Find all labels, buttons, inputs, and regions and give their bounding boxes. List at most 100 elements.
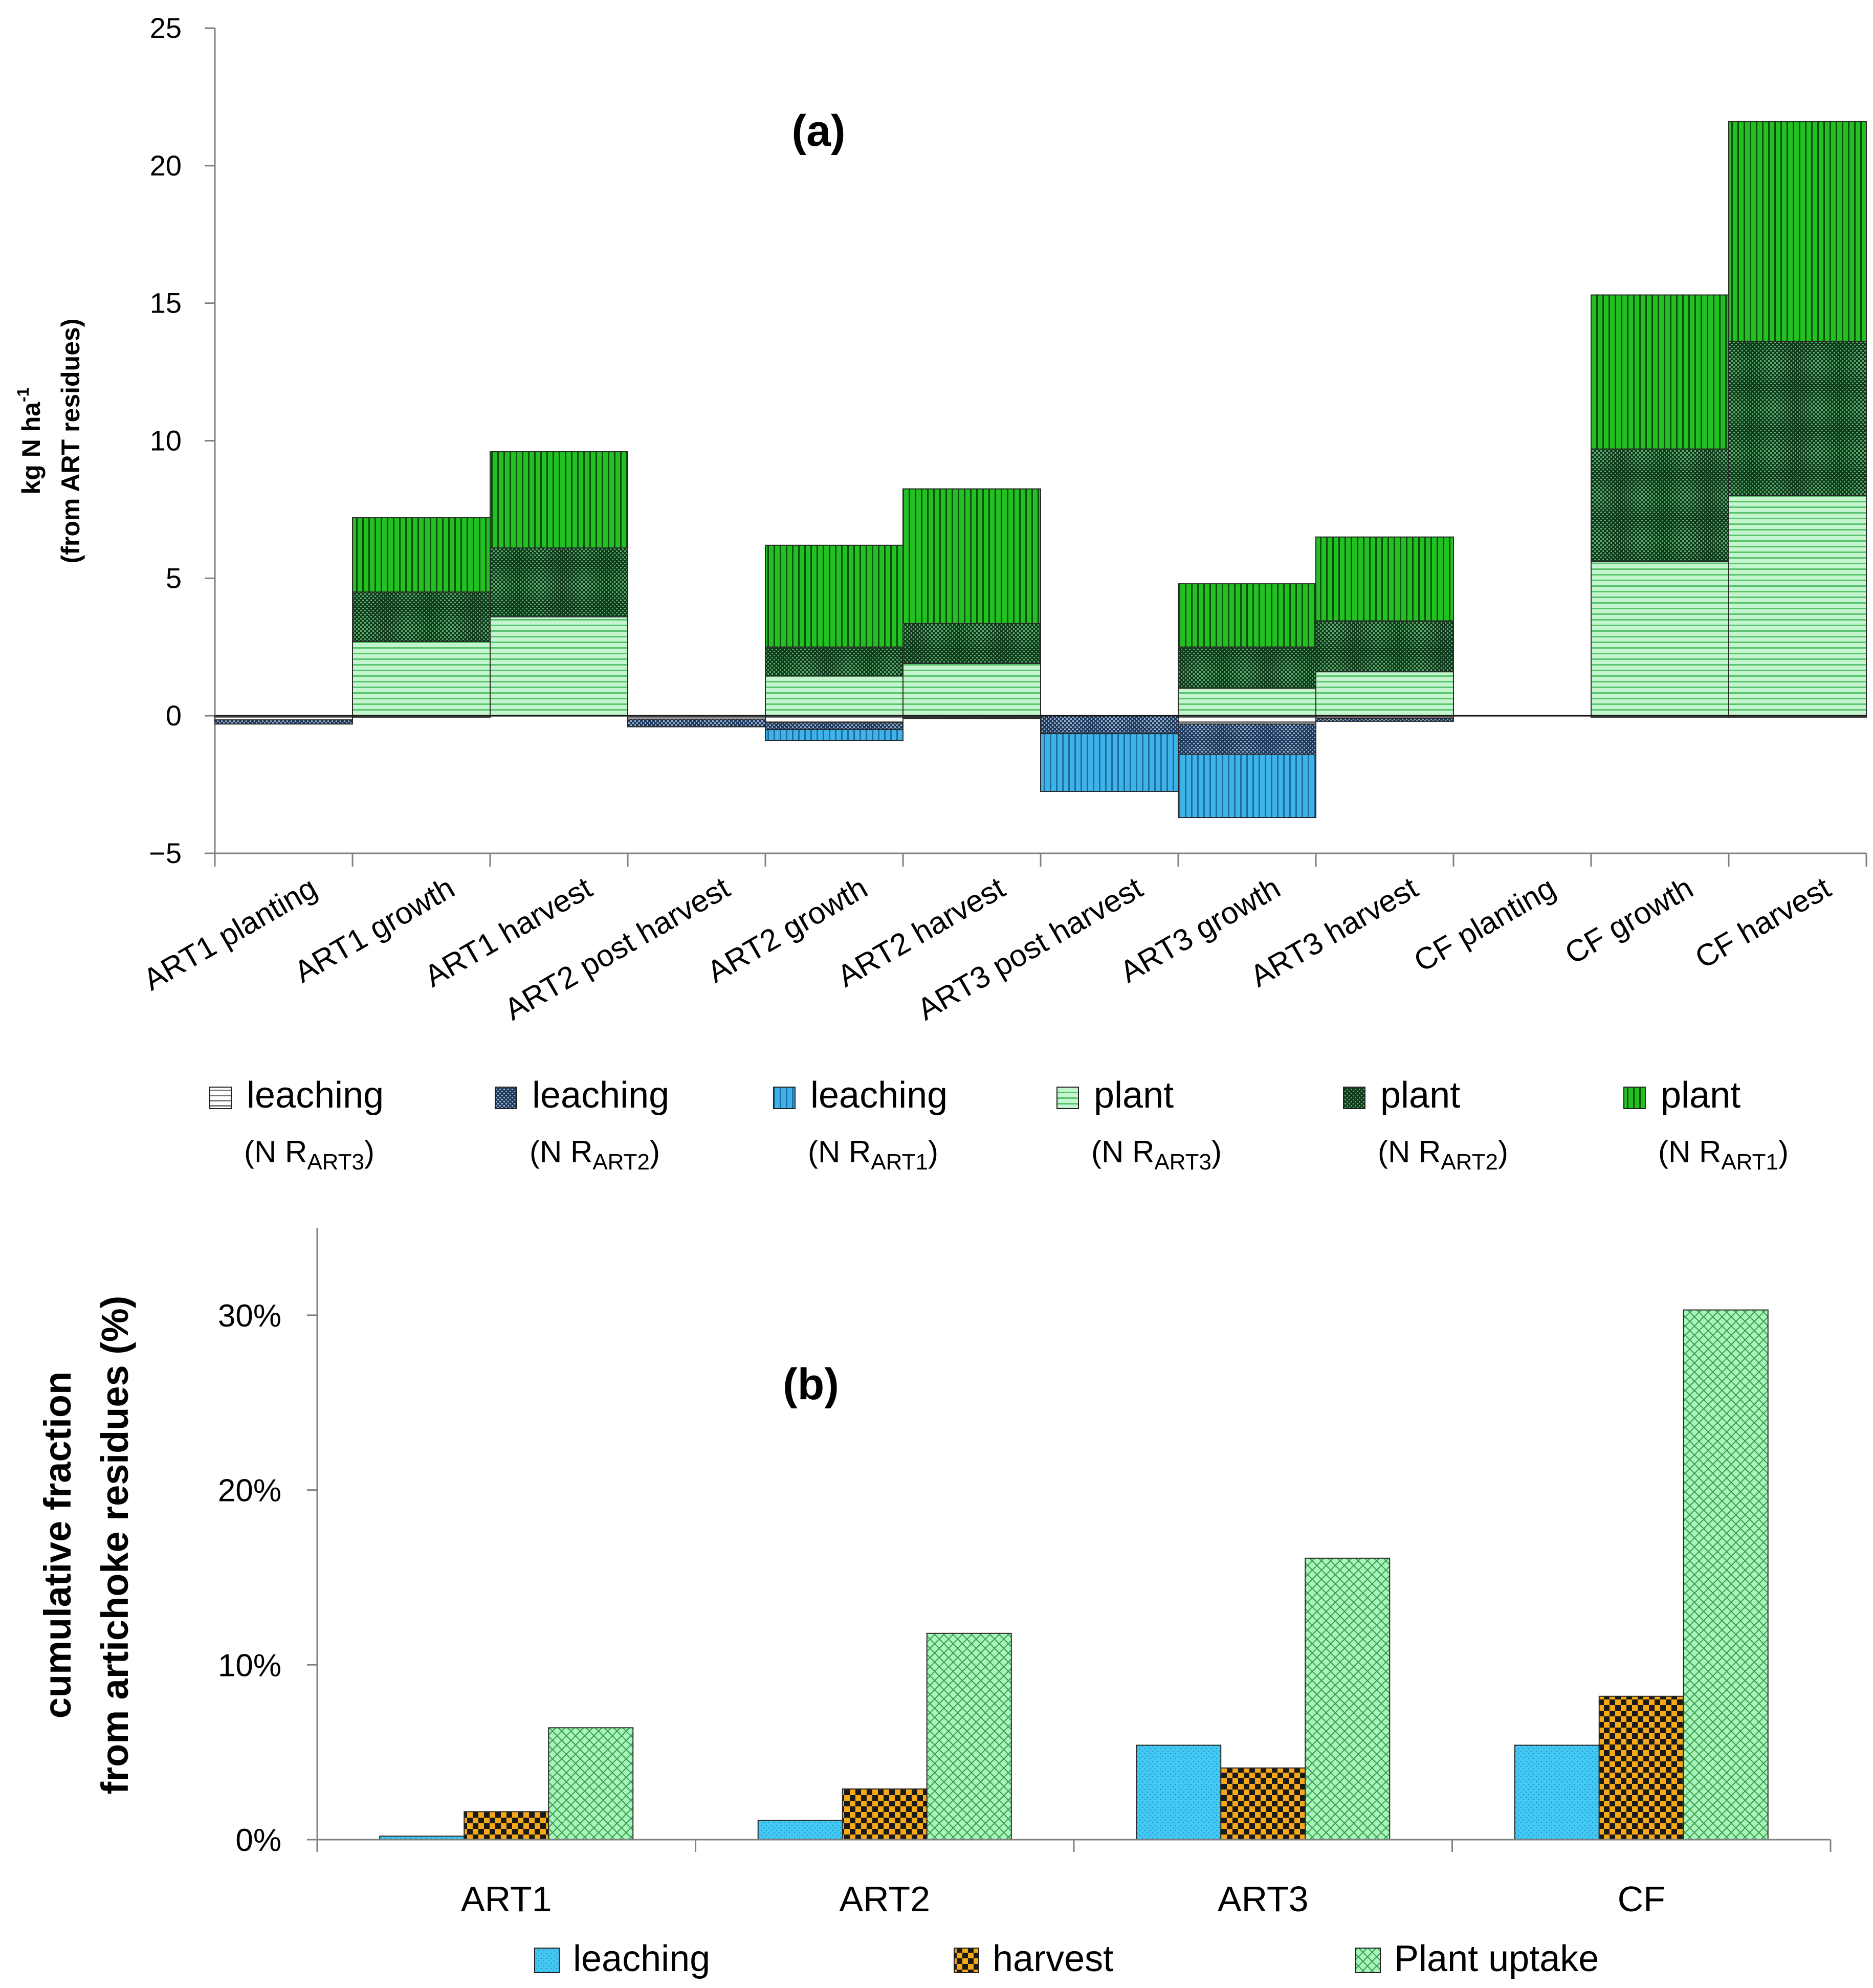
- legend-sub-suffix: ): [650, 1135, 660, 1169]
- y-tick-label-b: 10%: [218, 1648, 281, 1683]
- legend-label-a: leaching: [247, 1075, 384, 1116]
- bar-a-3: [1178, 754, 1316, 819]
- legend-sublabel-a: (N RART1): [808, 1135, 938, 1175]
- legend-sub-prefix: (N R: [530, 1135, 592, 1169]
- x-category-label-b: ART1: [461, 1879, 552, 1919]
- legend-label-b: leaching: [573, 1938, 710, 1979]
- bar-b-3: [1305, 1557, 1391, 1841]
- legend-subscript: ART1: [871, 1150, 928, 1175]
- chart-title-a: (a): [791, 106, 845, 156]
- y-axis-label-a-sup: -1: [14, 387, 32, 402]
- legend-sublabel-a: (N RART3): [244, 1135, 374, 1175]
- y-tick-label-b: 0%: [235, 1823, 281, 1858]
- bar-a-1: [765, 715, 904, 723]
- y-tick-label-a: 5: [166, 562, 182, 594]
- bar-a-4: [765, 675, 904, 717]
- chart-title-b: (b): [783, 1360, 839, 1409]
- legend-swatch-a: [1623, 1087, 1646, 1109]
- bar-a-2: [214, 719, 353, 725]
- legend-swatch-a: [495, 1087, 517, 1109]
- x-category-label-a: CF planting: [1408, 870, 1561, 978]
- y-axis-label-a-line2: (from ART residues): [56, 319, 85, 564]
- x-category-label-b: ART3: [1218, 1879, 1309, 1919]
- x-category-label-a: CF growth: [1559, 870, 1699, 970]
- legend-swatch-b: [534, 1948, 560, 1973]
- y-tick-label-a: 20: [150, 149, 182, 182]
- bar-a-2: [902, 716, 1041, 719]
- legend-subscript: ART2: [1441, 1150, 1498, 1175]
- x-category-label-a: ART3 post harvest: [912, 870, 1149, 1027]
- legend-sub-suffix: ): [928, 1135, 938, 1169]
- bar-a-4: [1315, 671, 1454, 717]
- legend-label-b: Plant uptake: [1394, 1938, 1599, 1979]
- bar-a-3: [765, 729, 904, 741]
- bar-a-5: [1728, 341, 1867, 497]
- y-tick-label-b: 30%: [218, 1298, 281, 1334]
- bar-b-2: [842, 1788, 928, 1840]
- legend-swatch-b: [954, 1948, 979, 1973]
- bar-a-2: [1178, 723, 1316, 755]
- y-axis-label-b-line1: cumulative fraction: [36, 1372, 79, 1719]
- x-category-label-b: ART2: [839, 1879, 930, 1919]
- legend-swatch-a: [209, 1087, 232, 1109]
- bar-a-5: [490, 547, 628, 617]
- x-category-label-a: CF harvest: [1689, 870, 1837, 975]
- bar-a-2: [627, 718, 766, 727]
- legend-subscript: ART2: [592, 1150, 650, 1175]
- bar-a-6: [1315, 536, 1454, 622]
- bar-a-5: [765, 646, 904, 677]
- bar-b-3: [926, 1632, 1012, 1840]
- bar-b-2: [1598, 1695, 1684, 1840]
- x-category-label-a: ART2 post harvest: [499, 870, 736, 1027]
- bar-a-6: [1591, 294, 1729, 450]
- legend-sublabel-a: (N RART3): [1091, 1135, 1222, 1175]
- bar-a-5: [1591, 448, 1729, 563]
- legend-label-b: harvest: [993, 1938, 1113, 1979]
- y-tick-label-a: 25: [150, 12, 182, 44]
- bar-a-4: [352, 640, 491, 717]
- legend-swatch-a: [1343, 1087, 1365, 1109]
- legend-label-a: leaching: [810, 1075, 947, 1116]
- legend-label-a: plant: [1094, 1075, 1174, 1116]
- y-tick-label-a: 0: [166, 699, 182, 732]
- bar-b-1: [1514, 1744, 1600, 1841]
- legend-label-a: plant: [1380, 1075, 1460, 1116]
- y-tick-label-a: 15: [150, 287, 182, 319]
- legend-subscript: ART3: [1154, 1150, 1211, 1175]
- bar-a-6: [765, 544, 904, 648]
- legend-subscript: ART1: [1721, 1150, 1778, 1175]
- y-tick-label-a: 10: [150, 425, 182, 457]
- bar-a-6: [902, 488, 1041, 625]
- legend-sub-prefix: (N R: [1658, 1135, 1721, 1169]
- bar-a-6: [352, 517, 491, 593]
- legend-sub-prefix: (N R: [808, 1135, 871, 1169]
- legend-sub-suffix: ): [364, 1135, 374, 1169]
- y-tick-label-a: −5: [149, 837, 182, 869]
- y-axis-label-a-line1: kg N ha-1: [14, 387, 46, 494]
- bar-a-4: [1728, 495, 1867, 717]
- y-axis-label-b-line2: from artichoke residues (%): [94, 1296, 136, 1795]
- bar-a-3: [1040, 733, 1179, 792]
- legend-sub-prefix: (N R: [244, 1135, 307, 1169]
- bar-a-6: [1728, 121, 1867, 342]
- bar-b-2: [1220, 1767, 1306, 1841]
- bar-a-2: [1040, 715, 1179, 735]
- bar-a-4: [1591, 561, 1729, 717]
- y-tick-label-b: 20%: [218, 1473, 281, 1509]
- x-category-label-b: CF: [1618, 1879, 1665, 1919]
- bar-a-2: [1315, 718, 1454, 722]
- bar-a-5: [352, 591, 491, 642]
- chart-b: 0% 10% 20% 30% ART1 ART2 ART3 CF (b) cumulative f…: [36, 1228, 1832, 1979]
- legend-sub-prefix: (N R: [1091, 1135, 1154, 1169]
- bar-a-5: [1315, 620, 1454, 673]
- bar-a-1: [1178, 715, 1316, 725]
- legend-subscript: ART3: [307, 1150, 364, 1175]
- bar-a-4: [902, 663, 1041, 717]
- legend-sublabel-a: (N RART2): [1378, 1135, 1508, 1175]
- legend-label-a: plant: [1661, 1075, 1740, 1116]
- legend-swatch-a: [773, 1087, 796, 1109]
- legend-label-a: leaching: [532, 1075, 669, 1116]
